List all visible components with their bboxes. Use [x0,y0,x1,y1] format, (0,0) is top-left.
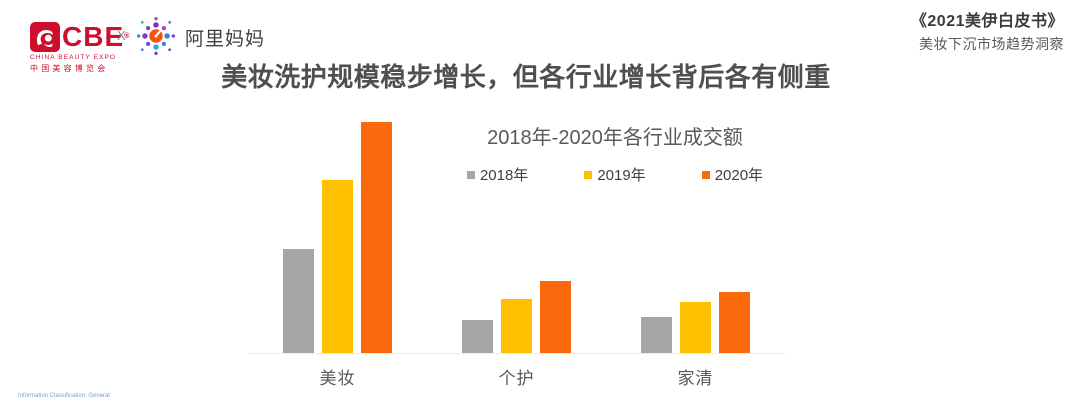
header-logos: CBE® CHINA BEAUTY EXPO 中国美容博览会 [30,15,130,74]
bar-2019年-家清 [680,302,711,353]
bar-2019年-个护 [501,299,532,353]
bar-groups [248,120,785,354]
category-label: 个护 [498,369,535,388]
category-label: 家清 [677,369,714,388]
legend-item-2020: 2020年 [701,164,764,185]
bar-2018年-美妆 [283,249,314,353]
legend-marker-2019-icon [584,170,593,179]
bar-2020年-个护 [540,281,571,353]
bar-2020年-家清 [719,292,750,353]
registered-mark: ® [124,33,131,40]
legend-label: 2019年 [597,167,646,184]
bar-2018年-家清 [641,317,672,353]
plot-area: 美妆 个护 家清 [248,120,785,389]
bar-2019年-美妆 [322,180,353,353]
bar-group-个护 [427,120,606,353]
chart-legend: 2018年 2019年 2020年 [350,164,880,185]
alimama-logo: 阿里妈妈 [136,16,265,56]
chart-title: 2018年-2020年各行业成交额 [487,127,743,149]
report-subtitle: 美妆下沉市场趋势洞察 [919,36,1064,52]
legend-marker-2018-icon [466,170,475,179]
legend-marker-2020-icon [701,170,710,179]
page-title: 美妆洗护规模稳步增长，但各行业增长背后各有侧重 [221,62,831,92]
bar-group-家清 [606,120,785,353]
bar-2018年-个护 [462,320,493,353]
bar-2020年-美妆 [361,122,392,353]
legend-item-2019: 2019年 [584,164,646,185]
alimama-wordmark: 阿里妈妈 [185,28,266,50]
cbe-face-mark-icon [30,22,60,52]
bar-group-美妆 [248,120,427,353]
category-labels: 美妆 个护 家清 [248,354,785,389]
report-title: 《2021美伊白皮书》 [910,13,1064,30]
cbe-logo: CBE® CHINA BEAUTY EXPO 中国美容博览会 [30,15,130,74]
legend-label: 2020年 [714,167,764,184]
alimama-starburst-dots-icon [136,16,176,56]
logo-separator: X [117,28,126,43]
category-label: 美妆 [319,369,356,388]
classification-note: Information Classification: General [18,393,110,399]
cbe-subtitle-cn: 中国美容博览会 [30,64,109,73]
cbe-wordmark: CBE® [62,21,131,52]
report-title-block: 《2021美伊白皮书》 美妆下沉市场趋势洞察 [911,7,1064,54]
legend-item-2018: 2018年 [466,164,529,185]
legend-label: 2018年 [479,167,529,184]
cbe-subtitle-en: CHINA BEAUTY EXPO [30,54,117,61]
